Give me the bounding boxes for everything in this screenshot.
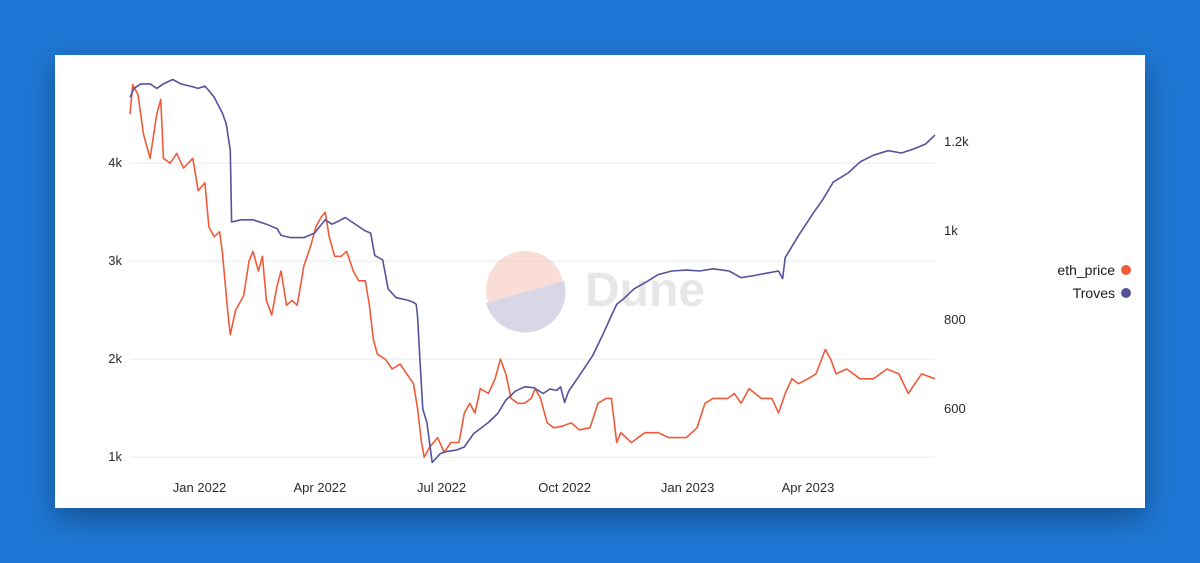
y-left-tick-label: 4k — [108, 155, 122, 170]
y-left-tick-label: 1k — [108, 449, 122, 464]
x-tick-label: Jan 2023 — [661, 480, 715, 495]
watermark-text: Dune — [585, 264, 705, 317]
y-right-tick-label: 1k — [944, 223, 958, 238]
watermark: Dune — [486, 251, 705, 333]
y-left-axis-ticks: 1k 2k 3k 4k — [108, 155, 122, 464]
series-line-troves — [129, 78, 936, 464]
line-chart: Dune Jan 2022 Apr 2022 Jul 2022 Oct 2022 Jan… — [108, 78, 969, 495]
legend-item-eth-price[interactable]: eth_price — [1057, 258, 1131, 281]
x-axis-ticks: Jan 2022 Apr 2022 Jul 2022 Oct 2022 Jan 2023… — [173, 480, 835, 495]
series-layer — [129, 78, 936, 464]
legend-dot-icon — [1121, 264, 1131, 275]
x-tick-label: Apr 2023 — [782, 480, 835, 495]
legend: eth_price Troves — [1057, 258, 1131, 304]
legend-label: eth_price — [1057, 261, 1115, 278]
chart-card: Dune Jan 2022 Apr 2022 Jul 2022 Oct 2022 Jan… — [55, 55, 1145, 508]
x-tick-label: Jan 2022 — [173, 480, 227, 495]
y-right-tick-label: 800 — [944, 312, 966, 327]
y-left-tick-label: 2k — [108, 351, 122, 366]
watermark-logo-bottom — [486, 281, 566, 333]
y-right-tick-label: 600 — [944, 401, 966, 416]
series-line-eth-price — [129, 84, 936, 458]
x-tick-label: Apr 2022 — [294, 480, 347, 495]
y-right-axis-ticks: 600 800 1k 1.2k — [944, 134, 969, 416]
x-tick-label: Oct 2022 — [538, 480, 591, 495]
legend-label: Troves — [1072, 284, 1115, 301]
y-left-tick-label: 3k — [108, 253, 122, 268]
legend-item-troves[interactable]: Troves — [1057, 281, 1131, 304]
x-tick-label: Jul 2022 — [417, 480, 466, 495]
y-right-tick-label: 1.2k — [944, 134, 969, 149]
legend-dot-icon — [1121, 287, 1131, 298]
